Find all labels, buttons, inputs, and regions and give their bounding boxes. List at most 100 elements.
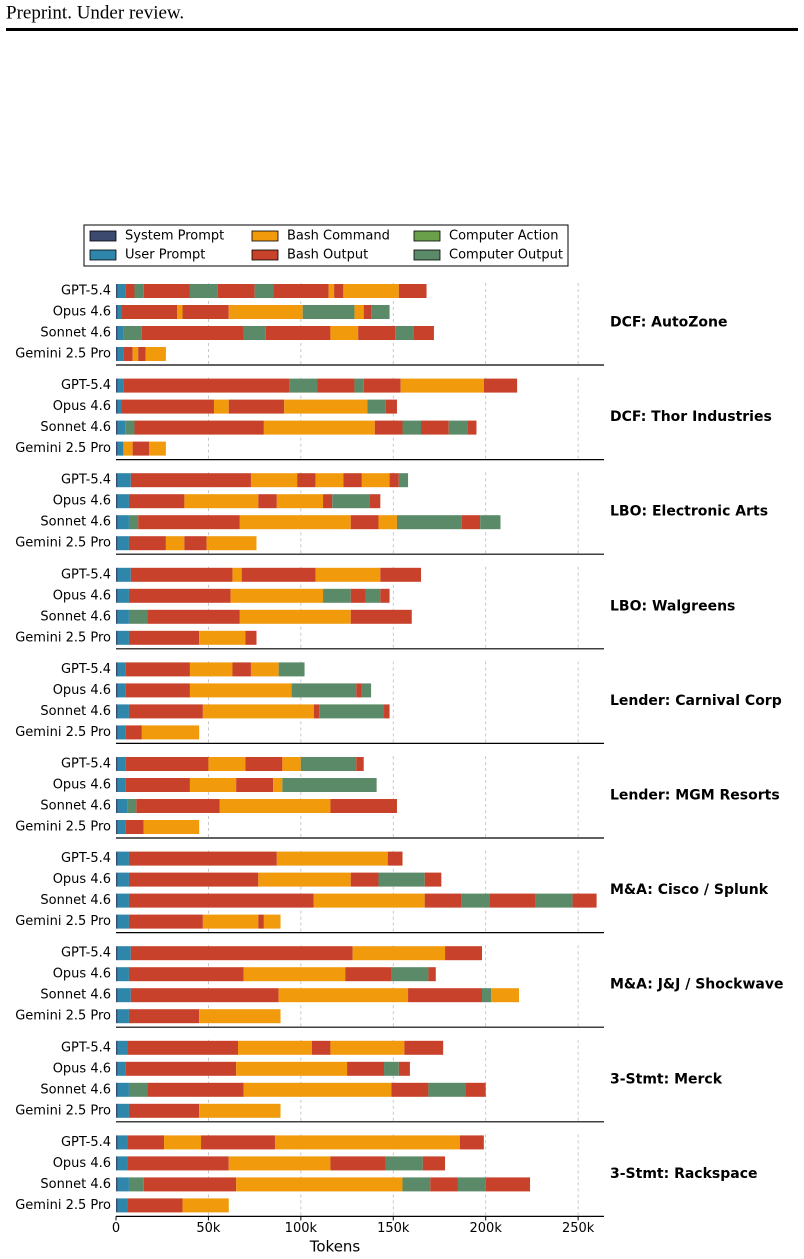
segment <box>345 967 392 982</box>
model-label: Sonnet 4.6 <box>40 704 111 719</box>
model-label: Gemini 2.5 Pro <box>15 1198 111 1213</box>
segment <box>121 399 214 414</box>
segment <box>354 305 364 319</box>
segment <box>391 967 429 982</box>
segment <box>408 988 482 1003</box>
segment <box>117 284 126 298</box>
segment <box>369 494 381 509</box>
segment <box>116 441 118 456</box>
segment <box>402 1177 431 1192</box>
legend-label: User Prompt <box>125 248 205 263</box>
segment <box>389 473 399 488</box>
segment <box>117 1009 129 1024</box>
segment <box>236 778 274 792</box>
segment <box>367 399 386 414</box>
model-label: Sonnet 4.6 <box>40 1082 111 1097</box>
segment <box>387 851 403 866</box>
segment <box>330 1040 405 1055</box>
segment <box>117 630 129 645</box>
model-label: Sonnet 4.6 <box>40 609 111 624</box>
segment <box>232 567 242 582</box>
segment <box>132 347 139 361</box>
group-label: DCF: AutoZone <box>610 315 728 331</box>
segment <box>116 567 118 582</box>
segment <box>117 1103 129 1118</box>
segment <box>330 326 359 340</box>
segment <box>134 284 144 298</box>
segment <box>117 778 126 792</box>
model-label: GPT-5.4 <box>61 567 111 582</box>
segment <box>117 305 122 319</box>
segment <box>116 851 118 866</box>
segment <box>128 609 148 624</box>
segment <box>116 757 118 771</box>
segment <box>219 799 331 813</box>
segment <box>125 284 135 298</box>
segment <box>243 326 266 340</box>
segment <box>228 399 285 414</box>
page-header: Preprint. Under review. <box>6 2 184 23</box>
segment <box>128 536 166 551</box>
segment <box>319 704 385 719</box>
group-label: LBO: Walgreens <box>610 598 735 614</box>
segment <box>143 820 200 834</box>
segment <box>128 1103 200 1118</box>
segment <box>128 1009 200 1024</box>
segment <box>116 1082 118 1097</box>
segment <box>297 473 316 488</box>
segment <box>143 1177 237 1192</box>
segment <box>263 420 375 435</box>
legend-label: System Prompt <box>125 229 224 244</box>
segment <box>330 799 397 813</box>
segment <box>282 778 377 792</box>
segment <box>265 326 331 340</box>
legend-label: Computer Action <box>449 229 558 244</box>
segment <box>263 914 281 929</box>
segment <box>184 494 259 509</box>
segment <box>374 420 403 435</box>
legend-label: Bash Output <box>287 248 368 263</box>
segment <box>467 420 477 435</box>
segment <box>117 662 126 677</box>
segment <box>245 757 283 771</box>
segment <box>117 914 129 929</box>
segment <box>572 893 597 908</box>
segment <box>400 378 484 393</box>
model-label: Sonnet 4.6 <box>40 326 111 341</box>
segment <box>258 872 351 887</box>
segment <box>116 347 118 361</box>
x-tick-label: 50k <box>196 1221 221 1236</box>
model-label: Opus 4.6 <box>53 967 111 982</box>
segment <box>380 588 390 603</box>
legend-swatch <box>251 230 279 242</box>
segment <box>189 778 237 792</box>
segment <box>278 662 305 677</box>
segment <box>182 305 229 319</box>
segment <box>385 399 397 414</box>
segment <box>291 683 357 698</box>
segment <box>236 1177 403 1192</box>
segment <box>164 1135 202 1150</box>
segment <box>116 1177 118 1192</box>
segment <box>182 1198 229 1213</box>
segment <box>116 946 118 961</box>
segment <box>365 588 381 603</box>
segment <box>421 420 449 435</box>
segment <box>127 799 137 813</box>
segment <box>284 399 368 414</box>
segment <box>482 988 492 1003</box>
group-label: LBO: Electronic Arts <box>610 504 768 520</box>
segment <box>238 1040 312 1055</box>
segment <box>132 441 150 456</box>
segment <box>535 893 573 908</box>
segment <box>117 515 129 530</box>
segment <box>350 588 366 603</box>
x-tick-label: 100k <box>285 1221 318 1236</box>
segment <box>127 1156 229 1171</box>
segment <box>430 1177 458 1192</box>
model-label: Sonnet 4.6 <box>40 799 111 814</box>
segment <box>258 494 277 509</box>
group-label: M&A: J&J / Shockwave <box>610 977 783 993</box>
segment <box>116 725 118 740</box>
segment <box>116 683 118 698</box>
